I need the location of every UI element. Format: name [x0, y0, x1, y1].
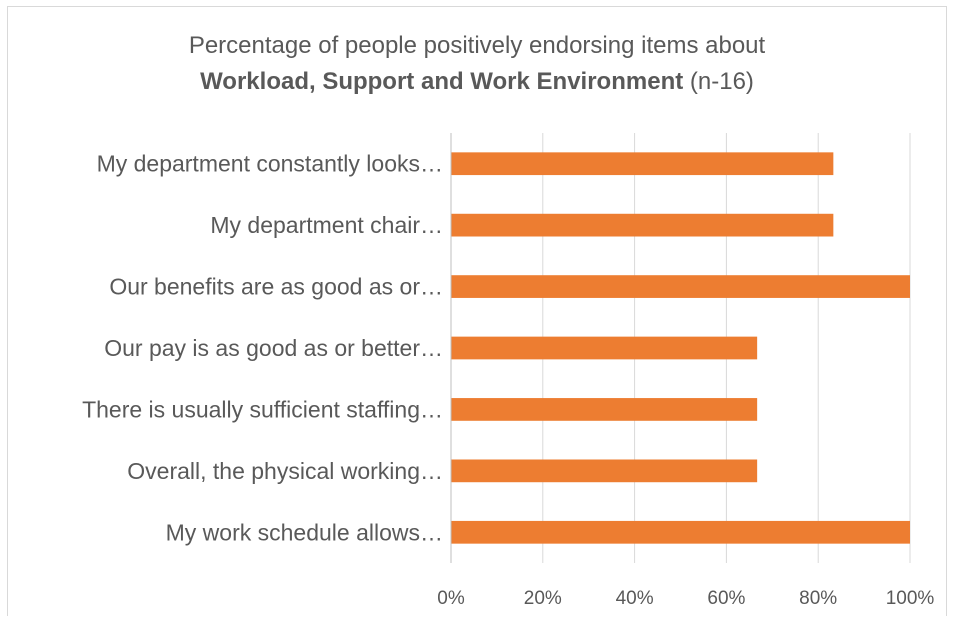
x-tick-label: 100%	[886, 588, 935, 609]
chart-title-line1: Percentage of people positively endorsin…	[188, 32, 766, 59]
bar	[451, 275, 910, 298]
bar	[451, 459, 758, 483]
x-tick-label: 40%	[616, 588, 654, 609]
chart-title-bold: Workload, Support and Work Environment	[200, 68, 684, 95]
x-tick-label: 80%	[799, 588, 837, 609]
category-label: My department constantly looks…	[97, 151, 443, 177]
category-label: Our benefits are as good as or…	[109, 274, 443, 300]
bar	[451, 152, 834, 176]
category-label: Overall, the physical working…	[127, 458, 443, 484]
chart-frame	[7, 6, 947, 616]
bar	[451, 213, 834, 237]
chart-title-rest: (n-16)	[683, 68, 754, 95]
bar	[451, 336, 758, 360]
x-tick-label: 60%	[707, 588, 745, 609]
x-tick-label: 0%	[437, 588, 465, 609]
category-label: My department chair…	[210, 212, 443, 238]
category-label: There is usually sufficient staffing…	[82, 396, 443, 422]
bar	[451, 398, 758, 421]
chart-title: Percentage of people positively endorsin…	[0, 28, 954, 100]
category-label: My work schedule allows…	[166, 519, 443, 545]
x-tick-label: 20%	[524, 588, 562, 609]
category-label: Our pay is as good as or better…	[104, 335, 443, 361]
bar	[451, 520, 910, 544]
chart-title-line2: Workload, Support and Work Environment (…	[0, 64, 954, 100]
